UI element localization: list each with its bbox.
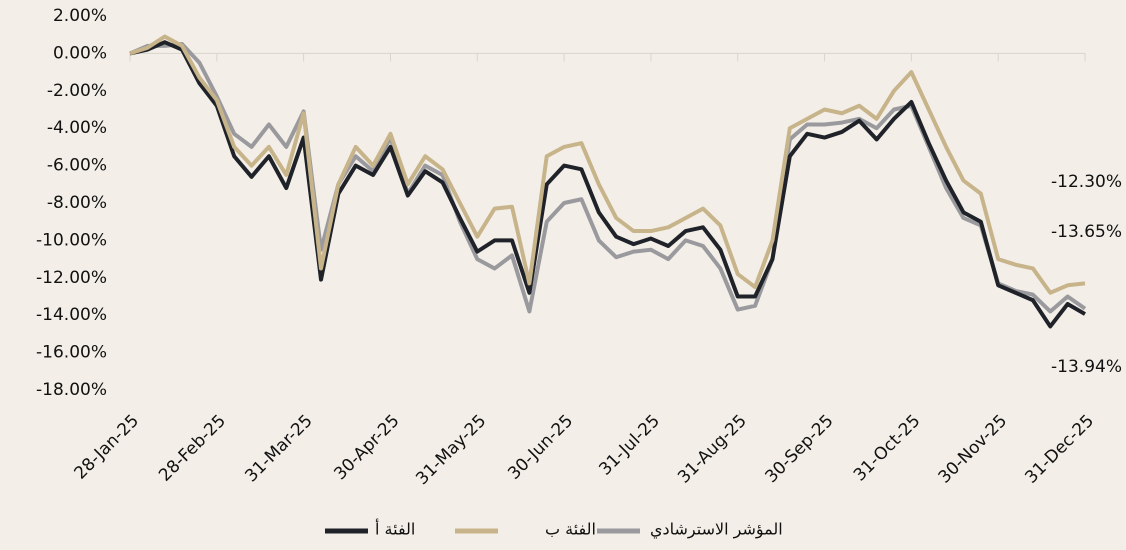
series-line xyxy=(129,34,1086,295)
y-tick-label: -8.00% xyxy=(47,193,107,213)
x-tick-label: 31-Dec-25 xyxy=(1021,411,1098,488)
end-label: -13.94% xyxy=(1051,357,1122,377)
legend-label: الفئة أ xyxy=(375,519,415,539)
x-tick-label: 30-Apr-25 xyxy=(330,411,403,484)
y-tick-label: -10.00% xyxy=(36,230,107,250)
end-label: -12.30% xyxy=(1051,172,1122,192)
y-tick-label: -6.00% xyxy=(47,156,107,176)
y-tick-label: 0.00% xyxy=(53,43,107,63)
legend-label: الفئة ب xyxy=(545,520,596,539)
y-tick-label: -18.00% xyxy=(36,380,107,400)
x-tick-label: 30-Jun-25 xyxy=(504,411,577,484)
x-tick-label: 30-Nov-25 xyxy=(935,411,1012,488)
y-tick-label: 2.00% xyxy=(53,6,107,26)
x-tick-label: 31-Aug-25 xyxy=(674,411,751,488)
y-tick-label: -12.00% xyxy=(36,268,107,288)
x-tick-label: 31-Jul-25 xyxy=(595,411,664,480)
x-tick-label: 31-Mar-25 xyxy=(241,411,316,486)
x-tick-label: 31-May-25 xyxy=(412,411,490,489)
y-tick-label: -4.00% xyxy=(47,118,107,138)
y-tick-label: -16.00% xyxy=(36,343,107,363)
y-tick-label: -2.00% xyxy=(47,81,107,101)
series-line xyxy=(129,42,1087,314)
legend-label: المؤشر الاسترشادي xyxy=(650,520,783,540)
x-tick-label: 28-Feb-25 xyxy=(155,411,230,486)
x-tick-label: 30-Sep-25 xyxy=(762,411,838,487)
y-tick-label: -14.00% xyxy=(36,305,107,325)
x-tick-label: 28-Jan-25 xyxy=(70,411,143,484)
end-label: -13.65% xyxy=(1051,222,1122,242)
x-tick-label: 31-Oct-25 xyxy=(850,411,925,486)
series-line xyxy=(129,40,1087,329)
